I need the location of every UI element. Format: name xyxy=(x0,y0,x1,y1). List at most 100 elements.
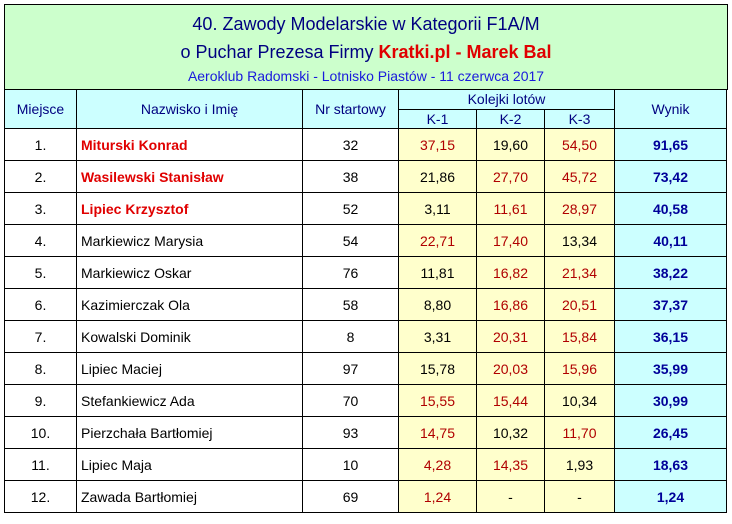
start-number-cell: 54 xyxy=(302,224,399,257)
result-cell: 91,65 xyxy=(614,128,727,161)
name-cell: Lipiec Maciej xyxy=(76,352,303,385)
result-cell: 36,15 xyxy=(614,320,727,353)
col-header-place: Miejsce xyxy=(4,89,77,129)
round-3-cell: 15,84 xyxy=(544,320,615,353)
round-2-cell: 20,03 xyxy=(476,352,545,385)
place-cell: 9. xyxy=(4,384,77,417)
place-cell: 1. xyxy=(4,128,77,161)
round-1-cell: 1,24 xyxy=(398,480,477,513)
result-cell: 30,99 xyxy=(614,384,727,417)
round-2-cell: 11,61 xyxy=(476,192,545,225)
round-1-cell: 21,86 xyxy=(398,160,477,193)
result-cell: 35,99 xyxy=(614,352,727,385)
name-cell: Markiewicz Marysia xyxy=(76,224,303,257)
place-cell: 5. xyxy=(4,256,77,289)
event-subtitle: Aeroklub Radomski - Lotnisko Piastów - 1… xyxy=(187,68,545,84)
round-3-cell: - xyxy=(544,480,615,513)
round-2-cell: 19,60 xyxy=(476,128,545,161)
title-banner: 40. Zawody Modelarskie w Kategorii F1A/M… xyxy=(4,4,728,90)
name-cell: Markiewicz Oskar xyxy=(76,256,303,289)
place-cell: 8. xyxy=(4,352,77,385)
cup-title: o Puchar Prezesa Firmy Kratki.pl - Marek… xyxy=(5,42,727,62)
result-cell: 38,22 xyxy=(614,256,727,289)
result-cell: 26,45 xyxy=(614,416,727,449)
cup-title-prefix: o Puchar Prezesa Firmy xyxy=(180,42,379,62)
place-cell: 12. xyxy=(4,480,77,513)
start-number-cell: 32 xyxy=(302,128,399,161)
name-cell: Pierzchała Bartłomiej xyxy=(76,416,303,449)
place-cell: 3. xyxy=(4,192,77,225)
round-2-cell: - xyxy=(476,480,545,513)
start-number-cell: 97 xyxy=(302,352,399,385)
round-3-cell: 1,93 xyxy=(544,448,615,481)
col-header-start-number: Nr startowy xyxy=(302,89,399,129)
name-cell: Zawada Bartłomiej xyxy=(76,480,303,513)
round-2-cell: 14,35 xyxy=(476,448,545,481)
results-sheet: 40. Zawody Modelarskie w Kategorii F1A/M… xyxy=(4,4,728,520)
start-number-cell: 8 xyxy=(302,320,399,353)
round-1-cell: 37,15 xyxy=(398,128,477,161)
table-row: 4. Markiewicz Marysia 54 22,71 17,40 13,34 40,… xyxy=(4,224,727,257)
col-header-name: Nazwisko i Imię xyxy=(76,89,303,129)
round-2-cell: 27,70 xyxy=(476,160,545,193)
round-1-cell: 14,75 xyxy=(398,416,477,449)
col-header-k1: K-1 xyxy=(398,108,477,129)
name-cell: Kowalski Dominik xyxy=(76,320,303,353)
table-row: 7. Kowalski Dominik 8 3,31 20,31 15,84 36,15 xyxy=(4,320,727,353)
col-header-result: Wynik xyxy=(614,89,727,129)
sponsor-name: Kratki.pl - Marek Bal xyxy=(378,42,552,62)
round-3-cell: 45,72 xyxy=(544,160,615,193)
table-row: 2. Wasilewski Stanisław 38 21,86 27,70 45,72 7… xyxy=(4,160,727,193)
place-cell: 6. xyxy=(4,288,77,321)
start-number-cell: 52 xyxy=(302,192,399,225)
table-row: 9. Stefankiewicz Ada 70 15,55 15,44 10,34 30,9… xyxy=(4,384,727,417)
start-number-cell: 70 xyxy=(302,384,399,417)
round-3-cell: 54,50 xyxy=(544,128,615,161)
round-2-cell: 15,44 xyxy=(476,384,545,417)
round-1-cell: 3,11 xyxy=(398,192,477,225)
table-row: 11. Lipiec Maja 10 4,28 14,35 1,93 18,63 xyxy=(4,448,727,481)
round-2-cell: 20,31 xyxy=(476,320,545,353)
round-3-cell: 11,70 xyxy=(544,416,615,449)
table-row: 8. Lipiec Maciej 97 15,78 20,03 15,96 35,99 xyxy=(4,352,727,385)
round-1-cell: 4,28 xyxy=(398,448,477,481)
start-number-cell: 76 xyxy=(302,256,399,289)
round-2-cell: 17,40 xyxy=(476,224,545,257)
round-3-cell: 21,34 xyxy=(544,256,615,289)
result-cell: 18,63 xyxy=(614,448,727,481)
table-row: 12. Zawada Bartłomiej 69 1,24- -1,24 xyxy=(4,480,727,513)
col-header-k2: K-2 xyxy=(476,108,545,129)
start-number-cell: 93 xyxy=(302,416,399,449)
place-cell: 11. xyxy=(4,448,77,481)
place-cell: 4. xyxy=(4,224,77,257)
result-cell: 37,37 xyxy=(614,288,727,321)
col-header-k3: K-3 xyxy=(544,108,615,129)
results-body: 1. Miturski Konrad 32 37,15 19,60 54,50 91,65 2… xyxy=(4,128,727,513)
start-number-cell: 58 xyxy=(302,288,399,321)
round-2-cell: 16,86 xyxy=(476,288,545,321)
place-cell: 2. xyxy=(4,160,77,193)
start-number-cell: 10 xyxy=(302,448,399,481)
round-3-cell: 20,51 xyxy=(544,288,615,321)
round-3-cell: 10,34 xyxy=(544,384,615,417)
event-title: 40. Zawody Modelarskie w Kategorii F1A/M xyxy=(192,14,540,34)
result-cell: 40,11 xyxy=(614,224,727,257)
round-1-cell: 15,78 xyxy=(398,352,477,385)
start-number-cell: 38 xyxy=(302,160,399,193)
col-header-rounds: Kolejki lotów xyxy=(398,89,615,110)
name-cell: Miturski Konrad xyxy=(76,128,303,161)
results-table: Miejsce Nazwisko i Imię Nr startowy Kole… xyxy=(4,89,727,513)
name-cell: Lipiec Krzysztof xyxy=(76,192,303,225)
round-3-cell: 13,34 xyxy=(544,224,615,257)
result-cell: 73,42 xyxy=(614,160,727,193)
table-row: 3. Lipiec Krzysztof 52 3,11 11,61 28,97 40,58 xyxy=(4,192,727,225)
name-cell: Kazimierczak Ola xyxy=(76,288,303,321)
name-cell: Lipiec Maja xyxy=(76,448,303,481)
round-2-cell: 10,32 xyxy=(476,416,545,449)
name-cell: Stefankiewicz Ada xyxy=(76,384,303,417)
start-number-cell: 69 xyxy=(302,480,399,513)
round-1-cell: 22,71 xyxy=(398,224,477,257)
round-3-cell: 28,97 xyxy=(544,192,615,225)
result-cell: 1,24 xyxy=(614,480,727,513)
round-2-cell: 16,82 xyxy=(476,256,545,289)
